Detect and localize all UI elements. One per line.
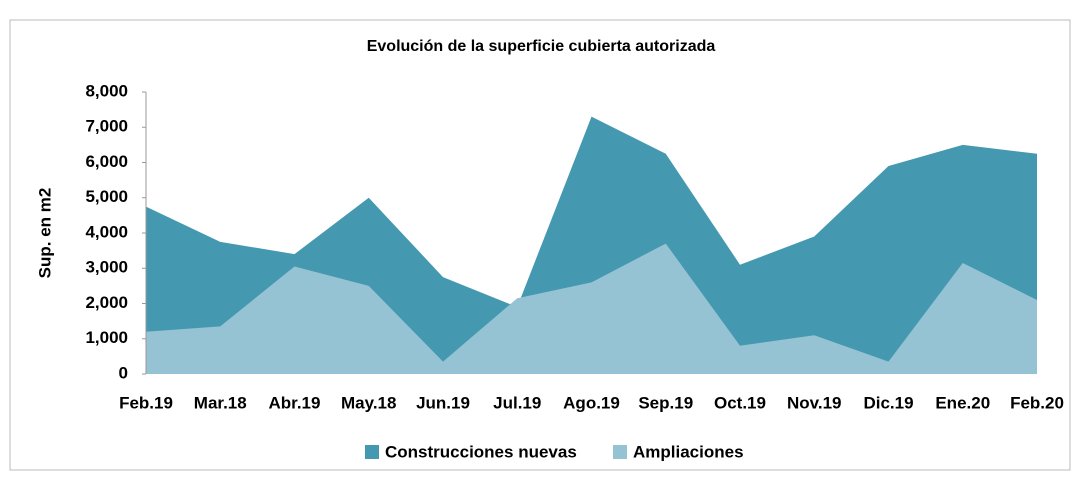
legend-swatch	[365, 445, 379, 459]
x-tick-label: Ene.20	[935, 393, 990, 412]
x-tick-label: Feb.20	[1010, 393, 1064, 412]
y-tick-label: 2,000	[85, 293, 128, 312]
y-tick-label: 0	[119, 363, 128, 382]
legend-label: Ampliaciones	[633, 442, 744, 461]
chart-title: Evolución de la superficie cubierta auto…	[367, 38, 716, 55]
y-tick-label: 5,000	[85, 187, 128, 206]
y-tick-label: 3,000	[85, 258, 128, 277]
x-tick-label: Ago.19	[563, 393, 620, 412]
x-tick-label: Oct.19	[714, 393, 766, 412]
x-tick-label: Feb.19	[119, 393, 173, 412]
legend-label: Construcciones nuevas	[385, 442, 577, 461]
x-tick-label: Sep.19	[638, 393, 693, 412]
x-tick-label: Nov.19	[787, 393, 842, 412]
x-tick-label: Jun.19	[416, 393, 470, 412]
y-tick-label: 6,000	[85, 152, 128, 171]
area	[146, 243, 1037, 374]
y-tick-label: 7,000	[85, 117, 128, 136]
y-axis-label: Sup. en m2	[35, 188, 54, 279]
x-tick-label: Dic.19	[863, 393, 913, 412]
x-tick-label: Abr.19	[269, 393, 321, 412]
legend-swatch	[613, 445, 627, 459]
y-tick-label: 1,000	[85, 328, 128, 347]
x-tick-label: May.18	[341, 393, 396, 412]
x-tick-label: Mar.18	[194, 393, 247, 412]
y-tick-label: 8,000	[85, 81, 128, 100]
x-tick-label: Jul.19	[493, 393, 541, 412]
frame	[9, 19, 1071, 471]
y-tick-label: 4,000	[85, 222, 128, 241]
